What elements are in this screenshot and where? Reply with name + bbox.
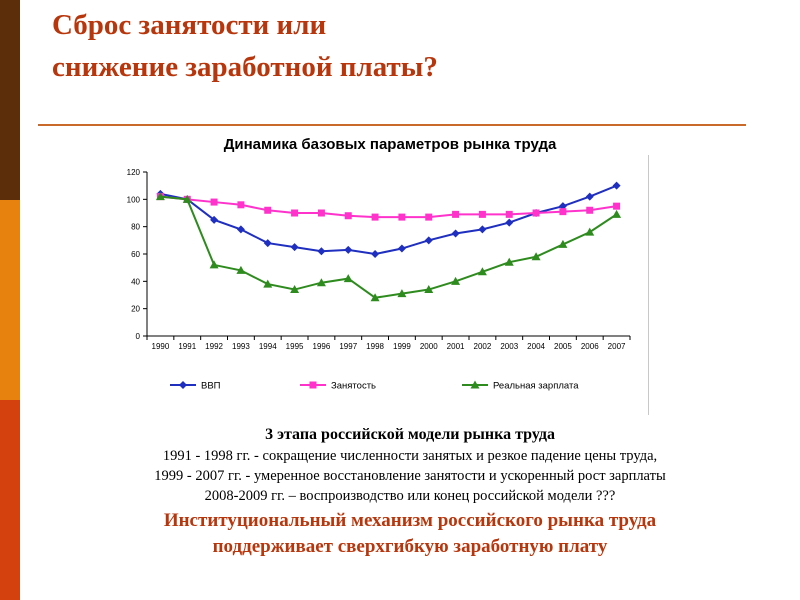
data-point xyxy=(371,250,380,258)
data-point xyxy=(505,218,514,227)
x-tick-label: 1992 xyxy=(205,342,223,351)
data-point xyxy=(585,227,595,236)
stage-line-3: 2008-2009 гг. – воспроизводство или коне… xyxy=(204,488,616,504)
data-point xyxy=(398,213,406,221)
x-tick-label: 1995 xyxy=(286,342,304,351)
y-tick-label: 20 xyxy=(131,305,140,314)
legend-label: ВВП xyxy=(201,381,221,392)
legend-marker xyxy=(309,381,317,389)
data-point xyxy=(397,289,407,298)
x-tick-label: 1998 xyxy=(366,342,384,351)
legend-label: Занятость xyxy=(331,381,376,392)
series-line xyxy=(160,195,618,299)
slide-title-line1: Сброс занятости или xyxy=(52,9,327,41)
series-line xyxy=(160,184,617,256)
chart-title: Динамика базовых параметров рынка труда xyxy=(223,136,557,153)
data-point xyxy=(155,192,165,201)
data-point xyxy=(317,209,325,217)
data-point xyxy=(344,245,353,254)
x-tick-label: 1990 xyxy=(152,342,170,351)
x-tick-label: 2006 xyxy=(581,342,599,351)
x-tick-label: 2007 xyxy=(608,342,626,351)
data-point xyxy=(504,257,514,266)
y-tick-label: 120 xyxy=(127,168,141,177)
data-point xyxy=(370,293,380,302)
side-bar-middle xyxy=(0,200,20,400)
side-bar-top xyxy=(0,0,20,200)
x-tick-label: 2004 xyxy=(527,342,545,351)
data-point xyxy=(343,274,353,283)
series-line xyxy=(160,195,617,219)
data-point xyxy=(585,192,594,201)
data-point xyxy=(478,225,487,234)
data-point xyxy=(371,213,379,221)
y-tick-label: 80 xyxy=(131,223,140,232)
data-point xyxy=(424,236,433,245)
y-tick-label: 40 xyxy=(131,277,140,286)
data-point xyxy=(478,210,486,218)
stages-heading: 3 этапа российской модели рынка труда xyxy=(265,426,555,443)
x-tick-label: 2001 xyxy=(447,342,465,351)
title-divider xyxy=(38,124,746,126)
y-tick-label: 0 xyxy=(136,332,141,341)
data-point xyxy=(425,213,433,221)
data-point xyxy=(263,279,273,288)
slide-title: Сброс занятости или снижение заработной … xyxy=(52,4,438,88)
x-tick-label: 2000 xyxy=(420,342,438,351)
data-point xyxy=(316,278,326,287)
data-point xyxy=(559,208,567,216)
x-tick-label: 2003 xyxy=(500,342,518,351)
data-point xyxy=(612,181,621,190)
data-point xyxy=(505,210,513,218)
legend-marker xyxy=(179,381,187,389)
data-point xyxy=(531,252,541,261)
y-tick-label: 60 xyxy=(131,250,140,259)
data-point xyxy=(317,247,326,256)
x-tick-label: 1994 xyxy=(259,342,277,351)
data-point xyxy=(290,243,299,252)
x-tick-label: 1997 xyxy=(339,342,357,351)
chart-panel xyxy=(115,155,649,415)
y-tick-label: 100 xyxy=(127,195,141,204)
data-point xyxy=(236,225,245,234)
legend-label: Реальная зарплата xyxy=(493,381,579,392)
data-point xyxy=(209,260,219,269)
data-point xyxy=(424,285,434,294)
data-point xyxy=(613,202,621,210)
data-point xyxy=(344,212,352,220)
data-point xyxy=(210,215,219,224)
data-point xyxy=(532,209,540,217)
data-point xyxy=(263,239,272,248)
x-tick-label: 2005 xyxy=(554,342,572,351)
data-point xyxy=(612,209,622,218)
conclusion-line-2: поддерживает сверхгибкую заработную плат… xyxy=(212,536,608,557)
data-point xyxy=(237,201,245,209)
legend-marker xyxy=(470,380,480,389)
stage-line-1: 1991 - 1998 гг. - сокращение численности… xyxy=(162,448,658,464)
data-point xyxy=(291,209,299,217)
data-point xyxy=(290,285,300,294)
x-tick-label: 2002 xyxy=(474,342,492,351)
data-point xyxy=(182,194,192,203)
data-point xyxy=(558,239,568,248)
data-point xyxy=(210,198,218,206)
data-point xyxy=(452,210,460,218)
x-tick-label: 1991 xyxy=(178,342,196,351)
data-point xyxy=(586,206,594,214)
x-tick-label: 1996 xyxy=(313,342,331,351)
data-point xyxy=(397,244,406,253)
x-tick-label: 1993 xyxy=(232,342,250,351)
side-bar-bottom xyxy=(0,400,20,600)
conclusion-line-1: Институциональный механизм российского р… xyxy=(163,510,657,531)
text-block: 3 этапа российской модели рынка труда 19… xyxy=(40,424,780,560)
data-point xyxy=(477,267,487,276)
data-point xyxy=(451,229,460,238)
x-tick-label: 1999 xyxy=(393,342,411,351)
data-point xyxy=(264,206,272,214)
slide-title-line2: снижение заработной платы? xyxy=(52,51,438,83)
data-point xyxy=(236,265,246,274)
data-point xyxy=(451,276,461,285)
stage-line-2: 1999 - 2007 гг. - умеренное восстановлен… xyxy=(154,468,666,484)
